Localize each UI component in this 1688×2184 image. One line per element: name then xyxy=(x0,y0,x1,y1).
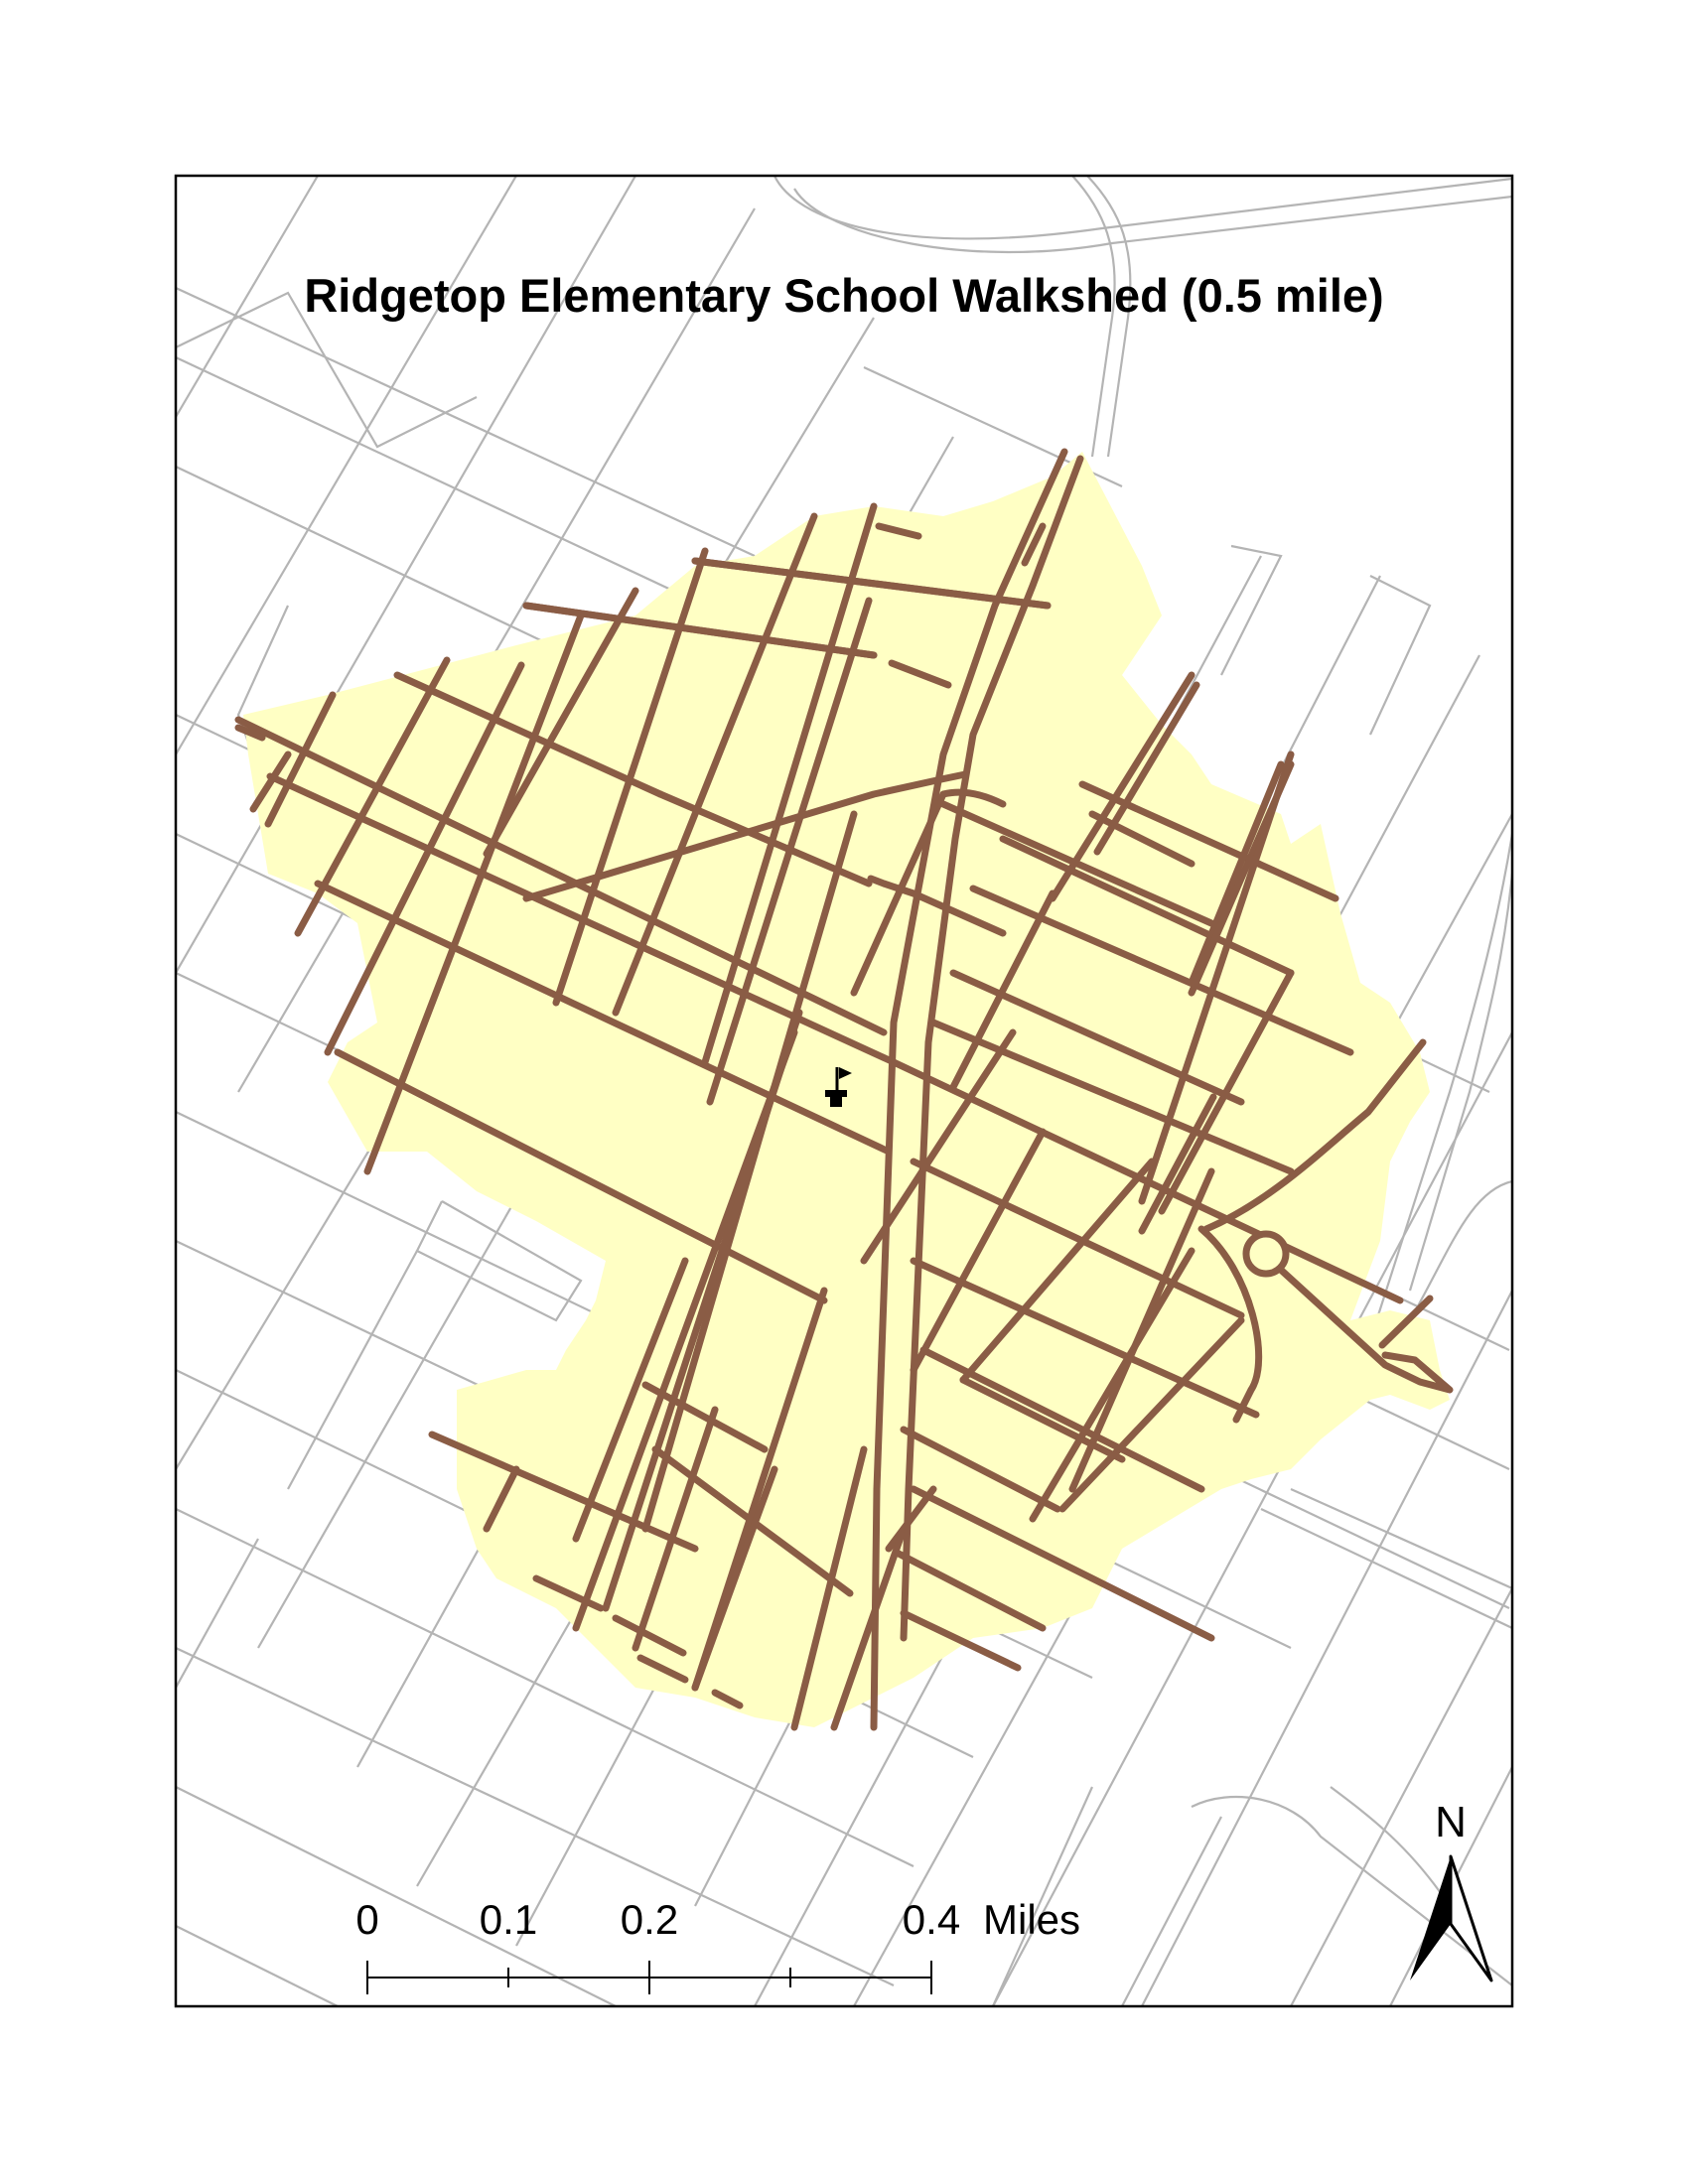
north-label: N xyxy=(1435,1798,1467,1846)
school-flag-icon xyxy=(825,1067,852,1107)
north-arrow-icon: N xyxy=(1410,1798,1493,1982)
scale-label-0-2: 0.2 xyxy=(621,1896,678,1943)
map-frame xyxy=(174,174,1514,2008)
scale-bar: 0 0.1 0.2 0.4 Miles xyxy=(355,1896,1080,1994)
roundabout xyxy=(1242,1230,1290,1278)
scale-label-0: 0 xyxy=(355,1896,378,1943)
scale-label-0-1: 0.1 xyxy=(480,1896,537,1943)
walkshed-area xyxy=(243,452,1450,1727)
map-title: Ridgetop Elementary School Walkshed (0.5… xyxy=(304,269,1383,322)
scale-label-0-4: 0.4 xyxy=(903,1896,960,1943)
walkshed-roads xyxy=(234,448,1454,1731)
scale-unit: Miles xyxy=(983,1896,1080,1943)
